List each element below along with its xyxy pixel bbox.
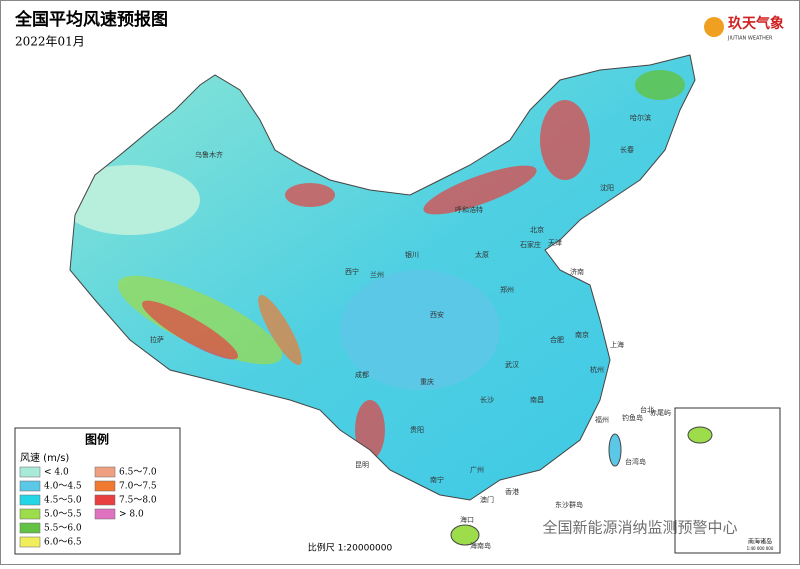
city-label: 哈尔滨 <box>630 113 651 122</box>
legend-swatch <box>94 508 116 520</box>
city-label: 呼和浩特 <box>455 205 483 214</box>
city-label: 福州 <box>595 415 609 424</box>
inset-land <box>687 426 713 444</box>
island-label: 东沙群岛 <box>555 500 583 509</box>
city-label: 南宁 <box>430 475 444 484</box>
city-label: 武汉 <box>505 360 519 369</box>
legend-label: 7.0～7.5 <box>119 482 157 492</box>
city-label: 银川 <box>405 250 419 259</box>
logo: 玖天气象 <box>728 15 784 32</box>
city-label: 广州 <box>470 465 484 474</box>
high-wind-area <box>258 295 302 365</box>
city-label: 兰州 <box>370 270 384 279</box>
high-wind-area <box>141 300 239 360</box>
legend-label: 5.0～5.5 <box>44 510 82 520</box>
legend-swatch <box>19 508 41 520</box>
city-label: 上海 <box>610 340 624 349</box>
city-label: 太原 <box>475 250 489 259</box>
city-label: 成都 <box>355 370 369 379</box>
legend-label: 6.0～6.5 <box>44 538 82 548</box>
island-label: 台湾岛 <box>625 457 646 466</box>
watermark: 全国新能源消纳监测预警中心 <box>542 519 737 537</box>
city-label: 昆明 <box>355 461 369 469</box>
legend-unit: 风速 (m/s) <box>20 452 69 464</box>
island-label: 海南岛 <box>470 541 491 550</box>
city-label: 海口 <box>460 515 474 524</box>
island-label: 赤尾屿 <box>650 408 671 417</box>
legend-label: 5.5～6.0 <box>44 524 82 534</box>
legend-label: 4.5～5.0 <box>44 496 82 506</box>
mid-wind-area <box>635 70 685 100</box>
city-label: 香港 <box>505 487 519 496</box>
city-label: 北京 <box>530 225 544 234</box>
scale: 比例尺 1:20000000 <box>308 542 393 554</box>
title: 全国平均风速预报图 <box>14 9 168 30</box>
city-label: 杭州 <box>590 365 604 374</box>
legend-label: 4.0～4.5 <box>44 482 82 492</box>
taiwan <box>608 433 622 467</box>
city-label: 贵阳 <box>410 425 424 434</box>
legend-swatch <box>19 466 41 478</box>
legend-swatch <box>94 466 116 478</box>
high-wind-area <box>285 183 335 207</box>
mid-wind-area <box>340 270 500 390</box>
logo-sub: JIUTIAN WEATHER <box>727 36 773 42</box>
legend-swatch <box>94 480 116 492</box>
city-label: 石家庄 <box>520 240 541 249</box>
city-label: 南昌 <box>530 395 544 404</box>
city-label: 台北 <box>640 405 654 414</box>
city-label: 重庆 <box>420 377 434 386</box>
city-label: 拉萨 <box>150 335 164 344</box>
legend-swatch <box>94 494 116 506</box>
logo-icon <box>704 17 724 37</box>
inset-title: 南海诸岛 <box>748 538 772 546</box>
city-label: 天津 <box>548 239 562 247</box>
subtitle: 2022年01月 <box>15 35 85 49</box>
city-label: 南京 <box>575 330 589 339</box>
hainan <box>450 524 480 546</box>
legend-title: 图例 <box>85 432 109 447</box>
city-label: 西宁 <box>345 267 359 276</box>
inset-scale: 1:40 000 000 <box>747 546 774 551</box>
city-label: 长沙 <box>480 395 494 404</box>
plateau-area <box>117 275 283 365</box>
legend-label: > 8.0 <box>119 510 144 520</box>
city-label: 乌鲁木齐 <box>195 150 223 159</box>
legend-swatch <box>19 480 41 492</box>
legend-label: 6.5～7.0 <box>119 468 157 478</box>
legend-label: 7.5～8.0 <box>119 496 157 506</box>
city-label: 合肥 <box>550 335 564 344</box>
legend-swatch <box>19 522 41 534</box>
legend-swatch <box>19 536 41 548</box>
city-label: 郑州 <box>500 286 514 294</box>
island-label: 钓鱼岛 <box>622 413 643 422</box>
city-label: 澳门 <box>480 495 494 504</box>
legend-label: < 4.0 <box>44 468 69 478</box>
city-label: 西安 <box>430 310 444 319</box>
city-label: 长春 <box>620 145 634 154</box>
high-wind-area <box>540 100 590 180</box>
legend-swatch <box>19 494 41 506</box>
low-wind-area <box>70 165 200 235</box>
city-label: 济南 <box>570 267 584 276</box>
high-wind-area <box>423 165 537 215</box>
city-label: 沈阳 <box>600 183 614 192</box>
